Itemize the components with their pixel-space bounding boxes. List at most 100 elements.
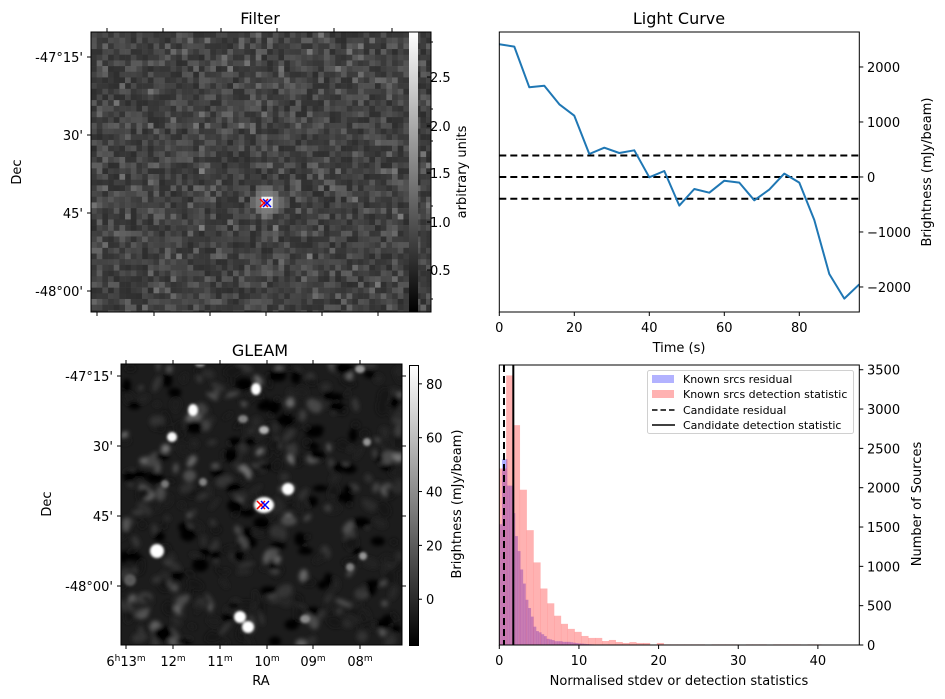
filter-pixel [130,77,137,84]
filter-pixel [244,174,251,180]
filter-pixel [289,270,296,277]
filter-pixel [397,49,404,56]
filter-pixel [261,242,268,249]
filter-pixel [403,185,410,192]
filter-pixel [426,156,431,163]
filter-pixel [392,179,399,186]
filter-pixel [426,298,431,305]
filter-pixel [278,117,285,124]
filter-pixel [318,225,325,232]
filter-pixel [187,174,194,180]
filter-pixel [125,219,132,226]
filter-pixel [397,310,404,312]
filter-pixel [96,247,103,254]
filter-pixel [357,94,364,101]
filter-pixel [335,37,342,44]
filter-pixel [113,83,120,90]
filter-pixel [329,174,336,180]
filter-pixel [318,145,325,152]
filter-pixel [363,66,370,73]
filter-pixel [278,54,285,61]
filter-pixel [306,247,313,254]
filter-pixel [130,54,137,61]
filter-pixel [346,287,353,294]
filter-pixel [187,105,194,112]
filter-pixel [96,37,103,44]
filter-pixel [176,105,183,112]
filter-pixel [204,225,211,232]
filter-pixel [119,168,126,175]
filter-pixel [306,83,313,90]
filter-pixel [193,247,200,254]
filter-pixel [426,100,431,107]
filter-pixel [278,88,285,95]
gleam-xtick-label: 10m [254,654,279,670]
filter-pixel [215,71,222,78]
filter-pixel [170,156,177,163]
filter-pixel [130,225,137,232]
filter-pixel [352,236,359,243]
filter-pixel [215,236,222,243]
filter-pixel [136,253,143,260]
filter-pixel [420,230,427,237]
filter-pixel [136,122,143,129]
filter-pixel [261,191,268,198]
filter-pixel [335,111,342,118]
filter-pixel [91,191,97,198]
gleam-noise-blob [265,449,272,459]
filter-pixel [369,219,376,226]
filter-pixel [426,196,431,203]
filter-pixel [238,134,245,141]
filter-pixel [91,242,97,249]
filter-pixel [142,276,149,283]
filter-pixel [312,202,319,209]
filter-pixel [403,54,410,61]
filter-pixel [221,247,228,254]
filter-pixel [164,213,171,220]
filter-pixel [267,134,274,141]
filter-pixel [386,77,393,84]
filter-pixel [261,287,268,294]
filter-pixel [369,242,376,249]
filter-pixel [295,94,302,101]
filter-pixel [289,105,296,112]
filter-pixel [244,230,251,237]
filter-pixel [357,247,364,254]
filter-pixel [204,168,211,175]
filter-pixel [233,43,239,50]
filter-pixel [329,37,336,44]
filter-pixel [369,100,376,107]
filter-pixel [369,77,376,84]
filter-pixel [375,54,381,61]
gleam-noise-blob [200,534,207,548]
gleam-marker-red [256,500,266,510]
filter-pixel [340,37,347,44]
filter-pixel [125,213,132,220]
filter-pixel [352,60,359,67]
filter-pixel [159,156,166,163]
filter-pixel [380,276,387,283]
filter-pixel [312,259,319,266]
filter-pixel [238,230,245,237]
filter-pixel [221,83,228,90]
filter-pixel [403,298,410,305]
filter-pixel [380,49,387,56]
filter-pixel [227,117,234,124]
filter-pixel [386,219,393,226]
filter-pixel [181,83,188,90]
filter-pixel [176,208,183,215]
filter-pixel [227,185,234,192]
filter-pixel [210,83,217,90]
filter-pixel [301,236,308,243]
filter-pixel [187,287,194,294]
filter-pixel [392,156,399,163]
filter-pixel [284,122,291,129]
filter-pixel [375,43,381,50]
filter-pixel [170,253,177,260]
filter-pixel [136,71,143,78]
filter-pixel [380,156,387,163]
filter-pixel [397,156,404,163]
filter-pixel [215,270,222,277]
histogram-axes-frame [498,364,860,646]
gleam-noise-blob [179,372,189,379]
